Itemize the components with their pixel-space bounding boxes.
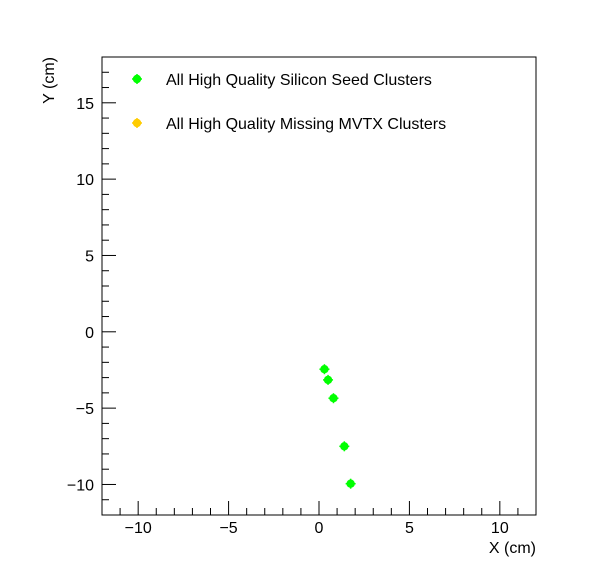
- data-point: [323, 374, 334, 385]
- legend-label: All High Quality Silicon Seed Clusters: [166, 72, 432, 89]
- y-axis-label: Y (cm): [41, 57, 58, 104]
- x-axis: −10 −5 0 5 10: [101, 501, 537, 537]
- legend: All High Quality Silicon Seed Clusters Al…: [132, 72, 446, 133]
- x-tick-label: 10: [491, 520, 509, 537]
- x-tick-label: −10: [125, 520, 152, 537]
- x-tick-label: −5: [219, 520, 237, 537]
- x-axis-label: X (cm): [489, 540, 536, 557]
- y-axis: −10 −5 0 5 10 15: [67, 56, 116, 516]
- legend-label: All High Quality Missing MVTX Clusters: [166, 116, 446, 133]
- data-point: [319, 364, 330, 375]
- data-point: [339, 441, 350, 452]
- data-point: [345, 478, 356, 489]
- y-tick-label: 10: [76, 172, 94, 189]
- x-tick-label: 0: [315, 520, 324, 537]
- y-tick-label: 5: [85, 248, 94, 265]
- y-tick-label: 15: [76, 96, 94, 113]
- y-tick-label: −10: [67, 477, 94, 494]
- y-tick-label: 0: [85, 325, 94, 342]
- y-tick-label: −5: [76, 401, 94, 418]
- data-points: [319, 364, 356, 489]
- x-tick-label: 5: [405, 520, 414, 537]
- data-point: [328, 393, 339, 404]
